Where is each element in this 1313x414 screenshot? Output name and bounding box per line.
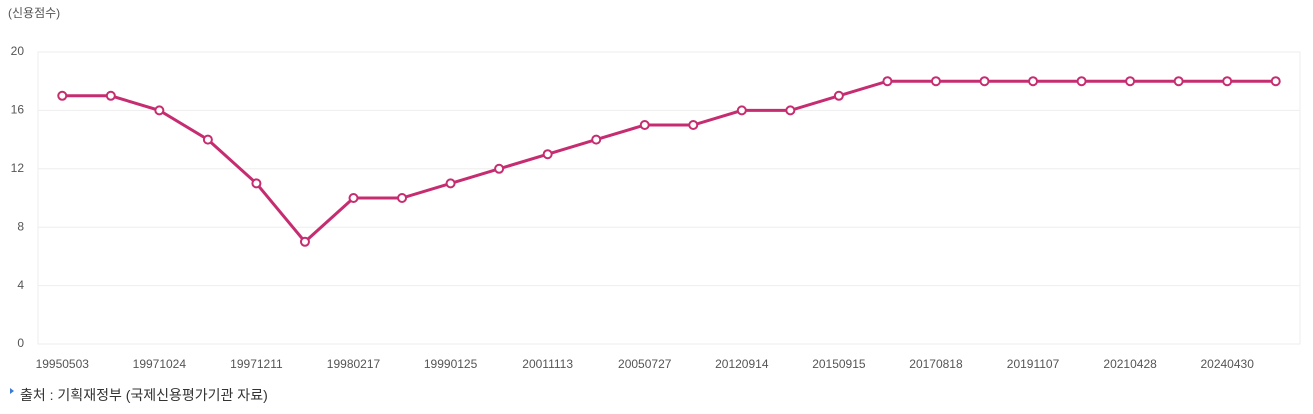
y-tick-label: 12 <box>11 161 25 175</box>
y-tick-label: 0 <box>17 336 24 350</box>
point <box>57 90 68 101</box>
point <box>1173 76 1184 87</box>
y-tick-label: 20 <box>11 44 25 58</box>
plot-frame <box>37 51 1301 345</box>
x-tick-label: 20240430 <box>1200 357 1254 371</box>
point <box>1222 76 1233 87</box>
point <box>688 120 699 130</box>
point <box>154 105 165 116</box>
point <box>1076 76 1087 87</box>
chart: (신용점수) 0 4 8 12 16 20 19950503 19971024 19971211… <box>8 6 1301 371</box>
x-tick-label: 20170818 <box>909 357 963 371</box>
y-tick-label: 16 <box>11 103 25 117</box>
point <box>1270 76 1281 87</box>
point <box>785 105 796 116</box>
x-tick-label: 19971024 <box>133 357 187 371</box>
point <box>591 134 602 145</box>
point <box>445 178 456 189</box>
point <box>833 90 844 101</box>
point <box>494 163 505 174</box>
x-tick-label: 20120914 <box>715 357 769 371</box>
point <box>930 76 941 87</box>
point <box>105 90 116 101</box>
x-tick-label: 19980217 <box>327 357 381 371</box>
y-axis-label: (신용점수) <box>8 6 60 20</box>
x-tick-label: 19990125 <box>424 357 478 371</box>
point <box>639 120 650 130</box>
point <box>251 178 262 189</box>
x-tick-label: 19950503 <box>36 357 90 371</box>
x-tick-label: 20150915 <box>812 357 866 371</box>
x-tick-label: 19971211 <box>230 357 283 371</box>
point <box>299 236 310 247</box>
x-tick-label: 20011113 <box>522 357 573 371</box>
point <box>1028 76 1039 87</box>
y-tick-label: 8 <box>17 219 24 233</box>
point <box>397 193 408 203</box>
point <box>202 134 213 145</box>
line <box>62 79 1276 244</box>
point <box>348 193 359 203</box>
x-tick-label: 20191107 <box>1007 357 1060 371</box>
x-tick-label: 20210428 <box>1103 357 1157 371</box>
point <box>1125 76 1136 87</box>
x-tick-label: 20050727 <box>618 357 672 371</box>
source: 출처 : 기획재정부 (국제신용평가기관 자료) <box>10 385 268 405</box>
point <box>979 76 990 87</box>
y-tick-label: 4 <box>17 278 24 292</box>
point <box>736 105 747 116</box>
point <box>882 76 893 87</box>
point <box>542 149 553 160</box>
